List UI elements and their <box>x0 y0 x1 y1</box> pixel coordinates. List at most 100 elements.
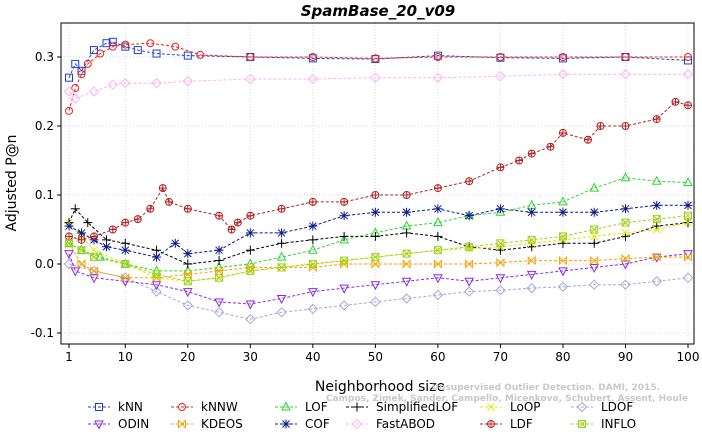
legend-marker-inflo <box>578 420 586 428</box>
legend-marker-kdeos <box>178 419 186 429</box>
data-point-odin <box>495 274 506 284</box>
data-point-cof <box>245 228 255 238</box>
data-point-ldf <box>65 232 73 241</box>
chart-title: SpamBase_20_v09 <box>301 2 455 20</box>
data-point-simplifiedlof <box>402 228 412 238</box>
x-axis-label: Neighborhood size <box>315 379 445 395</box>
data-point-fastabod <box>557 69 569 80</box>
data-point-inflo <box>183 277 192 286</box>
data-point-odin <box>151 281 162 291</box>
data-point-knn <box>90 46 99 55</box>
data-point-ldof <box>151 286 162 297</box>
series-ldf <box>65 97 692 244</box>
data-point-ldof <box>401 293 412 304</box>
legend-item-inflo: INFLO <box>571 417 636 431</box>
data-point-ldf <box>233 218 242 227</box>
data-point-lof <box>651 175 662 185</box>
data-point-ldf <box>77 235 86 244</box>
x-tick-label: 60 <box>430 350 445 364</box>
data-point-knn <box>152 49 161 58</box>
legend-marker-odin <box>94 420 104 430</box>
data-point-inflo <box>246 266 255 275</box>
data-point-ldf <box>90 232 99 241</box>
data-point-ldf <box>308 197 317 206</box>
data-point-odin <box>70 267 81 277</box>
y-tick-label: 0.1 <box>35 188 54 202</box>
data-point-cof <box>558 207 568 217</box>
data-point-simplifiedlof <box>370 231 380 241</box>
data-point-fastabod <box>495 71 506 82</box>
data-point-cof <box>152 252 162 262</box>
data-point-ldf <box>340 197 349 206</box>
data-point-odin <box>464 277 474 287</box>
y-tick-label: 0.2 <box>35 119 54 133</box>
legend-label-knn: kNN <box>118 400 143 414</box>
data-point-cof <box>183 249 193 259</box>
data-point-kdeos <box>90 266 99 276</box>
series-cof <box>64 200 693 262</box>
data-point-cof <box>683 200 693 210</box>
data-point-ldof <box>432 289 444 301</box>
data-point-ldf <box>121 218 130 227</box>
data-point-simplifiedlof <box>589 238 599 248</box>
legend-marker-fastabod <box>351 418 363 430</box>
data-point-ldf <box>496 163 505 172</box>
data-point-inflo <box>465 242 474 251</box>
data-point-simplifiedlof <box>214 256 224 266</box>
data-point-ldf <box>596 122 605 130</box>
data-point-knnw <box>83 59 92 68</box>
watermark-citation: Unsupervised Outlier Detection. DAMI, 20… <box>432 383 660 393</box>
data-point-lof <box>308 244 318 254</box>
series-line-lof <box>68 177 689 272</box>
data-point-cof <box>652 200 662 210</box>
data-point-ldf <box>165 197 174 206</box>
data-point-knnw <box>65 106 73 115</box>
data-point-knnw <box>196 50 205 59</box>
data-point-knn <box>102 39 111 48</box>
series-line-odin <box>68 253 689 305</box>
data-point-ldof <box>307 303 319 315</box>
series-knnw <box>65 39 692 115</box>
legend-label-ldof: LDOF <box>601 400 633 414</box>
data-point-kdeos <box>652 252 661 262</box>
data-point-inflo <box>652 215 661 224</box>
data-point-knnw <box>684 53 692 61</box>
data-point-simplifiedlof <box>70 204 80 214</box>
data-point-kdeos <box>496 257 505 268</box>
data-point-odin <box>64 250 74 260</box>
data-point-ldf <box>246 211 255 220</box>
data-point-odin <box>620 260 631 270</box>
data-point-cof <box>339 211 349 221</box>
data-point-ldf <box>158 184 167 193</box>
legend: kNN kNNW LOF SimplifiedLOF LoOP LDOF ODIN KDEOS… <box>88 400 636 431</box>
data-point-odin <box>89 274 99 284</box>
data-point-lof <box>276 251 287 261</box>
data-point-odin <box>339 284 349 294</box>
series-line-knn <box>68 41 689 78</box>
data-point-fastabod <box>620 69 631 80</box>
data-point-cof <box>433 204 443 214</box>
series-inflo <box>65 211 692 286</box>
data-point-inflo <box>121 260 130 268</box>
x-tick-label: 30 <box>243 350 258 364</box>
data-point-fastabod <box>88 86 100 97</box>
data-point-ldof <box>213 307 225 318</box>
x-tick-label: 40 <box>305 350 320 364</box>
data-point-knnw <box>433 53 442 61</box>
x-tick-label: 1 <box>65 350 73 364</box>
data-point-simplifiedlof <box>433 231 443 241</box>
data-point-kdeos <box>527 255 536 266</box>
data-point-ldf <box>133 215 142 224</box>
data-point-inflo <box>496 239 505 248</box>
data-point-ldof <box>651 276 662 287</box>
data-point-kdeos <box>215 266 224 276</box>
legend-marker-loop <box>487 403 495 411</box>
data-point-knnw <box>371 54 380 63</box>
series-odin <box>64 250 693 310</box>
data-point-inflo <box>215 273 224 282</box>
data-point-ldf <box>546 142 555 151</box>
legend-item-lof: LOF <box>275 400 328 414</box>
data-point-lof <box>151 265 162 275</box>
data-point-kdeos <box>121 273 130 283</box>
data-point-cof <box>620 204 630 214</box>
